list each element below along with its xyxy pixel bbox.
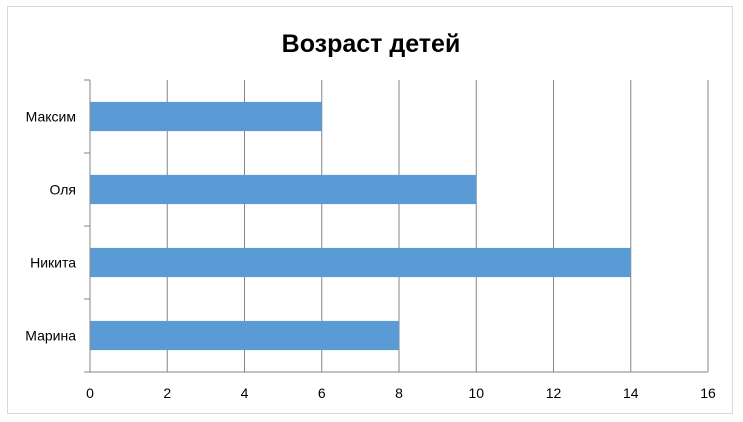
x-tick-label-6: 6: [318, 385, 326, 401]
x-tick-label-2: 2: [163, 385, 171, 401]
category-labels: Марина Никита Оля Максим: [25, 109, 76, 344]
bar-3: [90, 101, 322, 132]
category-label-0: Марина: [25, 328, 76, 344]
x-tick-label-12: 12: [546, 385, 562, 401]
x-tick-label-10: 10: [468, 385, 484, 401]
x-tick-label-16: 16: [700, 385, 716, 401]
category-label-1: Никита: [30, 255, 76, 271]
category-label-2: Оля: [50, 182, 76, 198]
bar-2: [90, 174, 477, 205]
x-tick-label-4: 4: [241, 385, 249, 401]
bar-0: [90, 320, 399, 351]
chart-title: Возраст детей: [282, 30, 461, 58]
x-tick-label-0: 0: [86, 385, 94, 401]
x-tick-labels: 0 2 4 6 8 10 12 14 16: [86, 385, 716, 401]
x-tick-label-14: 14: [623, 385, 639, 401]
x-tick-label-8: 8: [395, 385, 403, 401]
bar-1: [90, 247, 631, 278]
bars: [90, 101, 631, 351]
axes: [84, 79, 708, 373]
category-label-3: Максим: [26, 109, 76, 125]
